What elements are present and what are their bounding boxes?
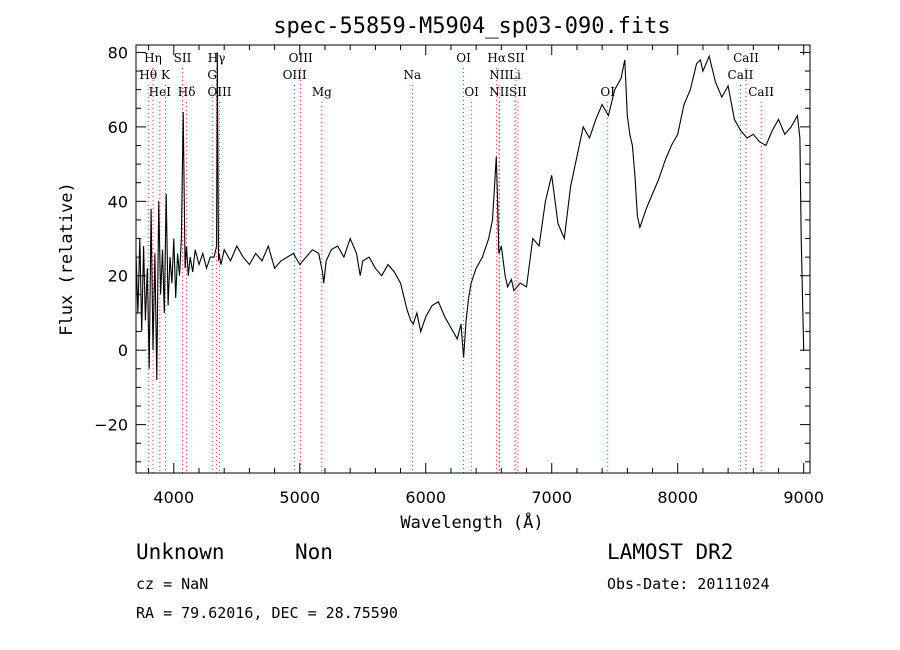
x-tick-label: 7000 <box>531 488 572 507</box>
y-ticks: −20 0 20 40 60 80 <box>94 43 810 463</box>
line-label-18: Li <box>509 68 521 82</box>
plot-frame <box>135 44 811 474</box>
x-tick-label: 5000 <box>279 488 320 507</box>
line-label-12: Na <box>403 68 421 82</box>
line-label-2: K <box>161 68 171 82</box>
x-ticks: 4000 5000 6000 7000 8000 9000 <box>148 45 824 507</box>
line-label-15: Hα <box>487 51 506 65</box>
line-label-20: SII <box>509 85 527 99</box>
y-tick-label: −20 <box>94 416 128 435</box>
y-tick-label: 80 <box>108 43 128 62</box>
line-label-9: OIII <box>289 51 313 65</box>
line-label-5: Hδ <box>178 85 196 99</box>
y-axis-title: Flux (relative) <box>57 182 77 336</box>
line-label-13: OI <box>456 51 471 65</box>
x-tick-label: 9000 <box>783 488 824 507</box>
line-label-21: OI <box>600 85 615 99</box>
subclass-label: Non <box>295 540 333 564</box>
ra-dec: RA = 79.62016, DEC = 28.75590 <box>136 604 398 622</box>
line-label-3: HeI <box>149 85 172 99</box>
y-tick-label: 60 <box>108 118 128 137</box>
x-tick-label: 8000 <box>657 488 698 507</box>
x-axis-title: Wavelength (Å) <box>400 511 543 533</box>
obs-date: Obs-Date: 20111024 <box>607 575 770 593</box>
x-tick-label: 4000 <box>153 488 194 507</box>
line-label-10: OIII <box>283 68 307 82</box>
line-label-4: SII <box>174 51 192 65</box>
line-label-23: CaII <box>728 68 754 82</box>
line-label-0: Hη <box>144 51 162 65</box>
line-label-19: NII <box>489 85 509 99</box>
line-label-14: OI <box>464 85 479 99</box>
x-tick-label: 6000 <box>405 488 446 507</box>
class-label: Unknown <box>136 540 225 564</box>
line-label-22: CaII <box>733 51 759 65</box>
line-label-11: Mg <box>312 85 332 99</box>
line-label-7: G <box>207 68 217 82</box>
line-label-6: Hγ <box>208 51 226 65</box>
line-label-16: SII <box>507 51 525 65</box>
line-label-1: Hθ <box>139 68 157 82</box>
line-label-8: OIII <box>207 85 231 99</box>
survey-label: LAMOST DR2 <box>607 540 733 564</box>
line-label-17: NII <box>489 68 509 82</box>
chart-title: spec-55859-M5904_sp03-090.fits <box>273 14 670 39</box>
spectrum-line <box>135 52 805 381</box>
line-markers <box>147 68 762 473</box>
y-tick-label: 20 <box>108 267 128 286</box>
y-tick-label: 40 <box>108 192 128 211</box>
y-tick-label: 0 <box>118 341 128 360</box>
line-label-24: CaII <box>748 85 774 99</box>
cz-value: cz = NaN <box>136 575 208 593</box>
